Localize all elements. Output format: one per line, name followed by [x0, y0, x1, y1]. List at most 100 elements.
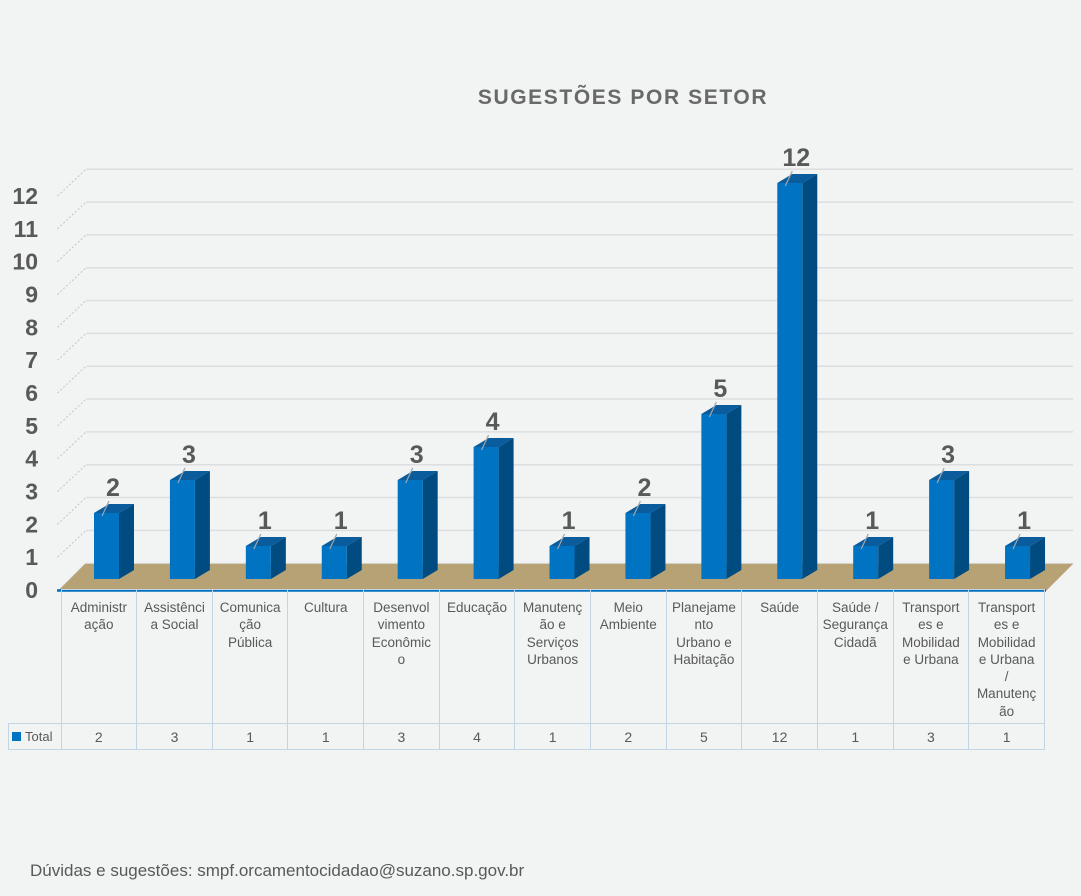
bar-value-label: 1 — [865, 507, 879, 535]
table-col-header: Assistênci a Social — [136, 589, 213, 724]
legend-label: Total — [25, 729, 53, 744]
leader-line — [556, 533, 566, 550]
gridline-depth-segment — [57, 168, 87, 197]
bar-value-label: 1 — [1017, 507, 1031, 535]
table-col-header: Saúde / Segurança Cidadã — [816, 589, 894, 724]
bar-side-face — [422, 471, 438, 579]
gridline-depth-segment — [57, 267, 87, 295]
bar — [169, 480, 195, 579]
leader-line — [708, 401, 717, 418]
y-axis-label: 2 — [25, 511, 38, 537]
bar — [321, 546, 347, 579]
y-axis-label: 1 — [25, 544, 38, 570]
bar — [397, 480, 423, 579]
table-value-cell: 1 — [211, 723, 289, 750]
bar — [245, 546, 271, 579]
bar — [929, 480, 955, 579]
bar-value-label: 2 — [106, 474, 120, 502]
leader-line — [860, 533, 869, 550]
gridline-depth-segment — [57, 365, 87, 394]
bar — [701, 414, 727, 579]
chart-title: SUGESTÕES POR SETOR — [477, 86, 769, 109]
bar-side-face — [574, 537, 590, 579]
leader-line — [101, 500, 110, 517]
bar-side-face — [878, 537, 894, 579]
table-value-cell: 1 — [816, 723, 894, 750]
bar-side-face — [270, 537, 286, 579]
gridline-depth-segment — [57, 234, 87, 263]
bar-side-face — [498, 438, 514, 579]
y-axis-label: 10 — [12, 249, 38, 275]
bar-value-label: 4 — [486, 408, 500, 436]
y-axis-label: 4 — [25, 446, 38, 472]
table-corner-blank — [9, 590, 62, 724]
table-value-cell: 2 — [60, 723, 138, 750]
table-col-header: Transport es e Mobilidad e Urbana / Manu… — [968, 589, 1045, 724]
table-value-cell: 3 — [136, 723, 213, 750]
y-axis-label: 3 — [25, 479, 38, 505]
table-value-cell: 2 — [589, 723, 667, 750]
table-col-header: Desenvol vimento Econômic o — [363, 589, 440, 724]
table-col-header: Educação — [438, 589, 516, 724]
bar-value-label: 2 — [637, 474, 651, 502]
leader-line — [936, 467, 945, 484]
bar — [1005, 546, 1031, 579]
bar-side-face — [650, 504, 666, 579]
bar — [625, 513, 651, 579]
bar-value-label: 3 — [410, 441, 424, 469]
table-value-cell: 1 — [514, 723, 591, 750]
bar-side-face — [119, 504, 134, 579]
y-axis-label: 9 — [25, 282, 38, 308]
y-axis-label: 11 — [14, 216, 39, 242]
bar — [94, 513, 119, 579]
bar — [549, 546, 575, 579]
leader-line — [177, 467, 186, 484]
bar-side-face — [726, 405, 742, 579]
bar-value-label: 1 — [258, 507, 272, 535]
bar-side-face — [194, 471, 210, 579]
bar — [853, 546, 879, 579]
leader-line — [481, 434, 490, 451]
bar — [777, 183, 803, 579]
y-axis-label: 0 — [25, 577, 38, 600]
gridline-depth-segment — [57, 201, 87, 230]
table-value-cell: 3 — [892, 723, 970, 750]
bar-value-label: 1 — [334, 507, 348, 535]
bar-side-face — [346, 537, 362, 579]
bar-value-label: 5 — [713, 375, 727, 403]
leader-line — [329, 533, 338, 550]
table-value-cell: 1 — [968, 723, 1045, 750]
gridline-depth-segment — [57, 333, 87, 361]
bar-value-label: 1 — [562, 507, 576, 535]
table-value-cell: 1 — [287, 723, 365, 750]
leader-line — [1012, 533, 1021, 550]
table-col-header: Manutenç ão e Serviços Urbanos — [514, 589, 591, 724]
table-col-header: Planejame nto Urbano e Habitação — [665, 589, 743, 724]
leader-line — [405, 467, 414, 484]
gridline-depth-segment — [57, 398, 87, 427]
table-col-header: Cultura — [287, 589, 365, 724]
y-axis-label: 12 — [12, 183, 38, 209]
y-axis-label: 5 — [25, 413, 38, 439]
gridline-depth-segment — [57, 464, 87, 492]
table-col-header: Meio Ambiente — [589, 589, 667, 724]
data-table: Administr ação Assistênci a Social Comunic… — [8, 589, 1045, 750]
y-axis-label: 7 — [25, 347, 38, 373]
bar-side-face — [954, 471, 970, 579]
legend-swatch-icon — [12, 732, 21, 741]
y-axis-label: 8 — [25, 314, 38, 340]
leader-line — [784, 170, 793, 187]
bar-value-label: 12 — [782, 144, 810, 172]
leader-line — [632, 500, 641, 517]
gridline-depth-segment — [57, 497, 87, 525]
legend-cell: Total — [8, 723, 62, 750]
table-value-cell: 5 — [665, 723, 743, 750]
bar — [473, 447, 499, 579]
table-value-cell: 12 — [741, 723, 818, 750]
y-axis-label: 6 — [25, 380, 38, 406]
gridline-depth-segment — [57, 431, 87, 460]
gridline-depth-segment — [57, 300, 87, 328]
floor-left-edge — [56, 562, 86, 592]
